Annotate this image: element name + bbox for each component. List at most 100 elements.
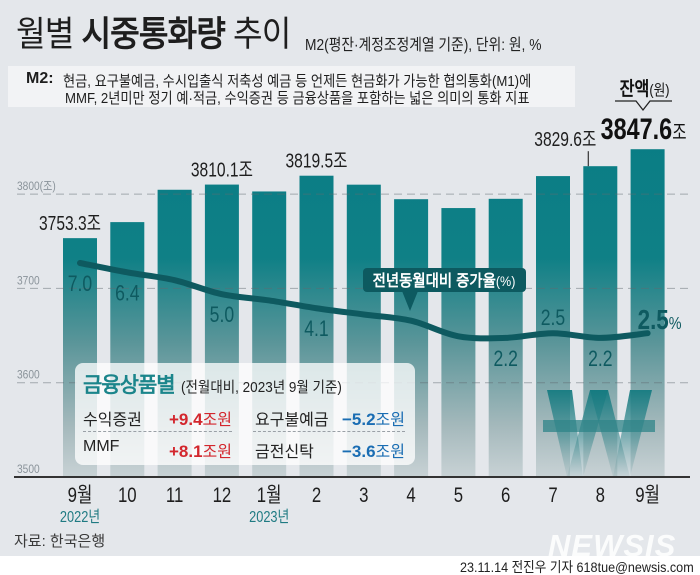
x-tick-label-part: 5 bbox=[454, 484, 463, 507]
x-tick-label: 8 bbox=[596, 484, 605, 507]
x-tick-label-part: 2 bbox=[312, 484, 321, 507]
y-tick-label: 3600 bbox=[17, 369, 40, 382]
rate-label-latest-part: % bbox=[669, 314, 682, 334]
product-label: 수익증권 bbox=[83, 412, 142, 429]
balance-latest-label-part: 3847.6 bbox=[601, 112, 673, 145]
legend-pointer bbox=[402, 291, 418, 311]
financial-products-box: 금융상품별 (전월대비, 2023년 9월 기준) 수익증권 +9.4조원 요구불… bbox=[75, 363, 415, 465]
y-tick-label-part: 3600 bbox=[17, 369, 40, 382]
rate-label: 2.5 bbox=[541, 306, 565, 330]
product-amount: −3.6 bbox=[341, 442, 376, 461]
x-tick-label: 12 bbox=[213, 484, 232, 507]
x-tick-label: 2 bbox=[312, 484, 321, 507]
rate-label-part: 4.1 bbox=[304, 317, 328, 341]
product-unit: 조원 bbox=[202, 412, 232, 429]
x-tick-label: 11 bbox=[166, 484, 183, 507]
product-unit: 조원 bbox=[375, 412, 405, 429]
year-label-part: 2022년 bbox=[60, 508, 100, 527]
products-row: 수익증권 +9.4조원 요구불예금 −5.2조원 bbox=[75, 406, 415, 430]
product-unit: 조원 bbox=[202, 444, 232, 461]
won-symbol-icon bbox=[543, 390, 655, 477]
product-change-positive: +8.1조원 bbox=[142, 438, 232, 462]
title-part-trend: 추이 bbox=[233, 15, 291, 54]
labels-group: 7.0 6.4 5.0 4.1 2.2 2.5 2.2 2.5% 3753.3조 3810.1조 3… bbox=[39, 78, 687, 371]
product-change-negative: −3.6조원 bbox=[315, 438, 405, 462]
gridlines-group: 3500 3600 3700 3800(조) bbox=[17, 180, 690, 476]
rate-label-part: 6.4 bbox=[115, 282, 139, 306]
y-tick-label-part: 3500 bbox=[17, 463, 40, 476]
rate-label-part: 2.2 bbox=[588, 347, 612, 371]
products-row: MMF +8.1조원 금전신탁 −3.6조원 bbox=[75, 438, 415, 462]
legend-label: 전년동월대비 증가율(%) bbox=[373, 271, 516, 290]
x-tick-label-part: 3 bbox=[359, 484, 368, 507]
x-tick-label-part: 6 bbox=[501, 484, 510, 507]
x-tick-label: 9월 bbox=[68, 483, 93, 507]
x-tick-label-part: 9월 bbox=[68, 483, 93, 507]
definition-separator: : bbox=[48, 70, 54, 87]
rate-label-part: 2.2 bbox=[493, 347, 517, 371]
line-legend: 전년동월대비 증가율(%) bbox=[363, 268, 526, 311]
product-change-positive: +9.4조원 bbox=[142, 406, 232, 430]
title-part-monthly: 월별 bbox=[16, 15, 74, 54]
balance-bracket bbox=[615, 100, 672, 112]
bar-value-label-part: 3819.5조 bbox=[285, 150, 347, 172]
definition-line-1: 현금, 요구불예금, 수시입출식 저축성 예금 등 언제든 현금화가 가능한 협… bbox=[63, 73, 532, 90]
balance-latest-label: 3847.6조 bbox=[601, 112, 687, 145]
y-tick-label: 3700 bbox=[17, 275, 40, 288]
bar-value-label: 3819.5조 bbox=[285, 150, 347, 172]
x-tick-label-part: 4 bbox=[406, 484, 416, 507]
product-amount: +8.1 bbox=[168, 442, 203, 461]
x-tick-label-part: 10 bbox=[118, 484, 137, 507]
year-label-part: 2023년 bbox=[249, 508, 289, 527]
product-label: MMF bbox=[83, 438, 120, 455]
product-amount: +9.4 bbox=[168, 410, 203, 429]
definition-line-2: MMF, 2년미만 정기 예·적금, 수익증권 등 금융상품을 포함하는 넓은 … bbox=[65, 90, 530, 107]
y-tick-label-part: 3700 bbox=[17, 275, 40, 288]
x-tick-label-part: 1월 bbox=[257, 483, 282, 507]
x-tick-label-part: 9월 bbox=[635, 483, 660, 507]
x-tick-label-part: 11 bbox=[166, 484, 183, 507]
x-tick-label-part: 7 bbox=[548, 484, 557, 507]
definition-term: M2: bbox=[26, 70, 54, 88]
x-tick-label: 1월 bbox=[257, 483, 282, 507]
balance-title-part: 잔액 bbox=[620, 78, 650, 100]
product-amount: −5.2 bbox=[341, 410, 376, 429]
row-divider bbox=[253, 431, 405, 432]
x-tick-label: 5 bbox=[454, 484, 463, 507]
y-tick-label: 3500 bbox=[17, 463, 40, 476]
rate-label: 7.0 bbox=[68, 272, 92, 296]
subtitle: M2(평잔·계정조정계열 기준), 단위: 원, % bbox=[305, 37, 542, 54]
x-tick-label-part: 8 bbox=[596, 484, 605, 507]
balance-title-part: (원) bbox=[649, 81, 669, 98]
rate-label: 6.4 bbox=[115, 282, 139, 306]
source-note: 자료: 한국은행 bbox=[14, 533, 106, 550]
newsis-logo: NEWSIS bbox=[548, 528, 677, 563]
y-tick-label: 3800(조) bbox=[17, 180, 56, 193]
products-header: 금융상품별 (전월대비, 2023년 9월 기준) bbox=[83, 369, 359, 399]
legend-label-part: (%) bbox=[496, 273, 516, 289]
title-part-money-supply: 시중통화량 bbox=[81, 15, 225, 54]
x-tick-label: 4 bbox=[406, 484, 416, 507]
product-label: 금전신탁 bbox=[255, 444, 314, 461]
bar-value-label: 3810.1조 bbox=[191, 159, 253, 181]
rate-label-latest-part: 2.5 bbox=[638, 305, 669, 336]
year-label: 2022년 bbox=[60, 508, 100, 527]
byline-credit: 23.11.14 전진우 기자 618tue@newsis.com bbox=[460, 559, 694, 575]
definition-box: M2: 현금, 요구불예금, 수시입출식 저축성 예금 등 언제든 현금화가 가… bbox=[8, 66, 575, 107]
bar bbox=[441, 208, 476, 477]
x-tick-label: 6 bbox=[501, 484, 510, 507]
rate-label-part: 5.0 bbox=[210, 303, 234, 327]
rate-label-latest: 2.5% bbox=[638, 305, 682, 336]
rate-label: 4.1 bbox=[304, 317, 328, 341]
page-title: 월별 시중통화량 추이 bbox=[16, 10, 291, 60]
x-tick-label: 7 bbox=[548, 484, 557, 507]
y-tick-label-part: 3800(조) bbox=[17, 180, 56, 193]
legend-box bbox=[363, 268, 526, 292]
definition-term-text: M2 bbox=[26, 70, 49, 87]
bar-value-label: 3829.6조 bbox=[534, 128, 596, 150]
rate-label: 5.0 bbox=[210, 303, 234, 327]
x-tick-label-part: 12 bbox=[213, 484, 232, 507]
x-tick-label: 3 bbox=[359, 484, 368, 507]
year-label: 2023년 bbox=[249, 508, 289, 527]
